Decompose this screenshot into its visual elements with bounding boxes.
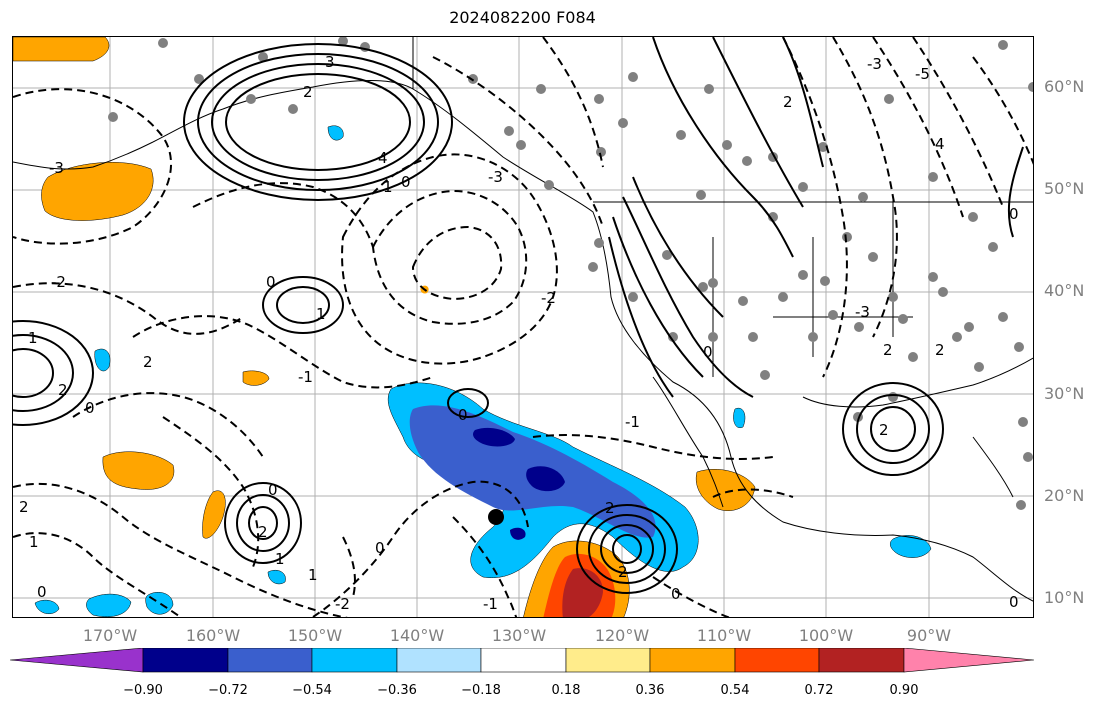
contour-label: -3 xyxy=(855,303,870,321)
colorbar-tick: 0.18 xyxy=(551,683,581,698)
contour-label: 4 xyxy=(935,135,945,153)
colorbar-segments xyxy=(10,648,1035,673)
contour-label: 1 xyxy=(308,566,318,584)
solid-contours xyxy=(13,37,1024,594)
contour-label: 2 xyxy=(143,353,153,371)
contour-label: 3 xyxy=(325,53,335,71)
colorbar-tick: −0.72 xyxy=(208,683,248,698)
colorbar-segment xyxy=(142,648,229,673)
contour-label: -1 xyxy=(298,368,313,386)
colorbar-segment xyxy=(10,648,144,673)
colorbar-segment xyxy=(649,648,736,673)
lat-label-40n: 40°N xyxy=(1044,281,1085,300)
colorbar-segment xyxy=(818,648,905,673)
station-dots xyxy=(108,37,1033,510)
colorbar-segment xyxy=(227,648,313,673)
colorbar-tick: −0.90 xyxy=(123,683,163,698)
contour-label: 0 xyxy=(671,585,681,603)
storm-center-marker xyxy=(488,509,504,525)
map-title: 2024082200 F084 xyxy=(449,8,596,27)
contour-label: 2 xyxy=(618,563,628,581)
contour-label: 0 xyxy=(375,539,385,557)
contour-label: 0 xyxy=(1009,205,1019,223)
contour-label: 0 xyxy=(268,481,278,499)
colorbar-tick: 0.54 xyxy=(720,683,750,698)
contour-label: 1 xyxy=(275,550,285,568)
lat-label-10n: 10°N xyxy=(1044,588,1085,607)
contour-label: 0 xyxy=(37,583,47,601)
contour-label: 1 xyxy=(383,178,393,196)
contour-label: -2 xyxy=(335,595,350,613)
lon-label-90w: 90°W xyxy=(906,626,952,645)
lon-label-140w: 140°W xyxy=(389,626,445,645)
contour-label: 0 xyxy=(1009,593,1019,611)
lon-label-150w: 150°W xyxy=(287,626,343,645)
contour-label: 0 xyxy=(85,399,95,417)
lon-label-170w: 170°W xyxy=(82,626,138,645)
contour-label: -3 xyxy=(488,168,503,186)
contour-label: -5 xyxy=(915,65,930,83)
colorbar xyxy=(10,648,1035,673)
colorbar-segment xyxy=(903,648,1035,673)
contour-label: 2 xyxy=(783,93,793,111)
colorbar-tick: 0.90 xyxy=(889,683,919,698)
contour-label: 2 xyxy=(935,341,945,359)
contour-label: 0 xyxy=(703,343,713,361)
colorbar-tick: 0.72 xyxy=(804,683,834,698)
contour-label: 2 xyxy=(883,341,893,359)
colorbar-tick: −0.18 xyxy=(461,683,501,698)
contour-label: 4 xyxy=(378,149,388,167)
lon-label-130w: 130°W xyxy=(491,626,547,645)
contour-label: 2 xyxy=(605,499,615,517)
contour-labels: 3 2 4 1 0 -3 -2 -3 0 1 -1 1 2 0 2 2 1 0 … xyxy=(19,53,1019,613)
positive-anomaly-fill xyxy=(13,37,756,617)
lat-label-60n: 60°N xyxy=(1044,77,1085,96)
colorbar-segment xyxy=(480,648,567,673)
contour-label: -1 xyxy=(625,413,640,431)
lat-label-20n: 20°N xyxy=(1044,486,1085,505)
colorbar-tick: −0.36 xyxy=(377,683,417,698)
colorbar-segment xyxy=(311,648,398,673)
negative-anomaly-fill xyxy=(34,125,932,617)
colorbar-tick: 0.36 xyxy=(635,683,665,698)
contour-label: 2 xyxy=(879,421,889,439)
lon-label-160w: 160°W xyxy=(185,626,241,645)
lat-label-50n: 50°N xyxy=(1044,179,1085,198)
contour-label: 0 xyxy=(458,406,468,424)
contour-label: 1 xyxy=(28,329,38,347)
colorbar-segment xyxy=(734,648,820,673)
lon-label-100w: 100°W xyxy=(798,626,854,645)
contour-label: 0 xyxy=(401,173,411,191)
map-panel[interactable]: 3 2 4 1 0 -3 -2 -3 0 1 -1 1 2 0 2 2 1 0 … xyxy=(12,36,1034,618)
contour-label: -2 xyxy=(541,289,556,307)
contour-label: 2 xyxy=(19,498,29,516)
contour-label: -2 xyxy=(51,273,66,291)
lon-label-110w: 110°W xyxy=(696,626,752,645)
lon-label-120w: 120°W xyxy=(594,626,650,645)
contour-label: -3 xyxy=(49,159,64,177)
contour-label: 2 xyxy=(58,381,68,399)
colorbar-segment xyxy=(396,648,482,673)
lat-label-30n: 30°N xyxy=(1044,384,1085,403)
colorbar-tick: −0.54 xyxy=(292,683,332,698)
dashed-contours xyxy=(13,37,1033,617)
contour-label: 1 xyxy=(316,305,326,323)
contour-label: 2 xyxy=(303,83,313,101)
contour-label: 0 xyxy=(266,273,276,291)
contour-label: -1 xyxy=(483,595,498,613)
colorbar-segment xyxy=(565,648,651,673)
contour-label: 2 xyxy=(258,523,268,541)
map-canvas: 3 2 4 1 0 -3 -2 -3 0 1 -1 1 2 0 2 2 1 0 … xyxy=(13,37,1033,617)
contour-label: 1 xyxy=(29,533,39,551)
contour-label: -3 xyxy=(867,55,882,73)
